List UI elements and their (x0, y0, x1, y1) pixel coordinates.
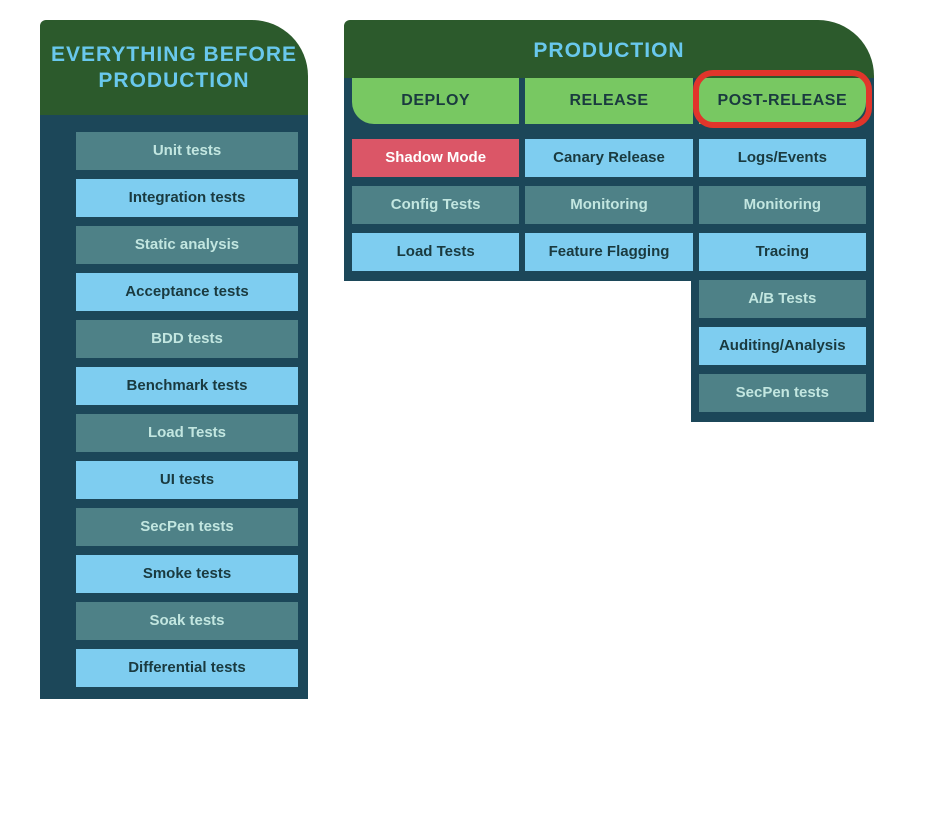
production-item: Config Tests (352, 186, 519, 224)
production-columns: Shadow ModeConfig TestsLoad TestsCanary … (344, 130, 874, 422)
pre-production-items: Unit tests Integration tests Static analys… (40, 115, 308, 699)
pre-production-item: UI tests (76, 461, 298, 499)
production-item: Logs/Events (699, 139, 866, 177)
pre-production-item: Unit tests (76, 132, 298, 170)
production-item: SecPen tests (699, 374, 866, 412)
production-header: PRODUCTION (344, 20, 874, 78)
production-item: Auditing/Analysis (699, 327, 866, 365)
production-item: Monitoring (699, 186, 866, 224)
production-tab[interactable]: RELEASE (525, 78, 692, 124)
pre-production-item: Smoke tests (76, 555, 298, 593)
production-column: Shadow Mode Config Tests Load Tests (352, 130, 519, 271)
production-item: Monitoring (525, 186, 692, 224)
pre-production-item: Integration tests (76, 179, 298, 217)
production-item: Load Tests (352, 233, 519, 271)
production-item: Canary Release (525, 139, 692, 177)
highlight-ring (693, 70, 872, 128)
pre-production-panel: EVERYTHING BEFORE PRODUCTION Unit tests I… (40, 20, 308, 699)
production-panel: PRODUCTION DEPLOYRELEASEPOST-RELEASE Sha… (344, 20, 874, 422)
pre-production-item: Soak tests (76, 602, 298, 640)
production-title: PRODUCTION (354, 38, 864, 64)
production-item: Tracing (699, 233, 866, 271)
production-column: Logs/Events Monitoring Tracing A/B Tests Aud… (699, 130, 866, 412)
production-tab[interactable]: POST-RELEASE (699, 78, 866, 124)
pre-production-item: Differential tests (76, 649, 298, 687)
production-column: Canary Release Monitoring Feature Flagging (525, 130, 692, 271)
pre-production-item: BDD tests (76, 320, 298, 358)
pre-production-item: Static analysis (76, 226, 298, 264)
pre-production-item: Load Tests (76, 414, 298, 452)
production-body: DEPLOYRELEASEPOST-RELEASE Shadow Mode Con… (344, 78, 874, 422)
pre-production-item: SecPen tests (76, 508, 298, 546)
production-tabs: DEPLOYRELEASEPOST-RELEASE (344, 78, 874, 130)
production-item: Feature Flagging (525, 233, 692, 271)
pre-production-item: Acceptance tests (76, 273, 298, 311)
pre-production-item: Benchmark tests (76, 367, 298, 405)
production-item: Shadow Mode (352, 139, 519, 177)
pre-production-title: EVERYTHING BEFORE PRODUCTION (50, 42, 298, 95)
pre-production-header: EVERYTHING BEFORE PRODUCTION (40, 20, 308, 115)
production-item: A/B Tests (699, 280, 866, 318)
production-tab[interactable]: DEPLOY (352, 78, 519, 124)
